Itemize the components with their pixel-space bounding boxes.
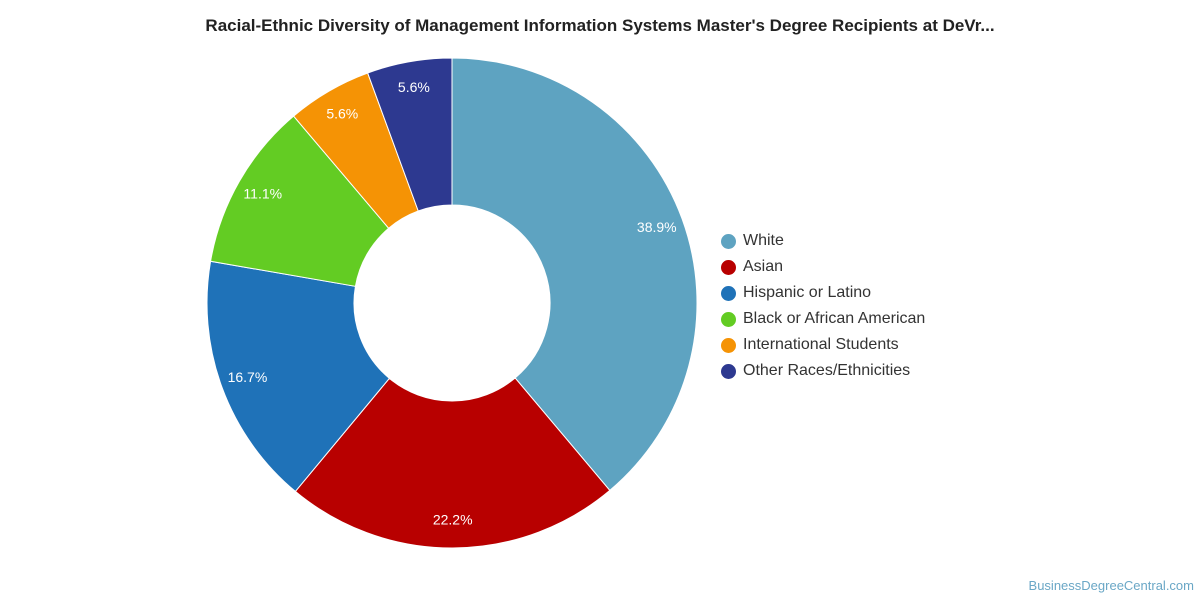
slice-black-or-african-american[interactable] — [209, 115, 390, 287]
chart-title: Racial-Ethnic Diversity of Management In… — [205, 16, 995, 35]
slice-value-label: 5.6% — [398, 79, 430, 95]
legend-label: Other Races/Ethnicities — [743, 362, 911, 379]
slice-value-label: 38.9% — [637, 219, 677, 235]
slice-hispanic-or-latino[interactable] — [206, 260, 391, 493]
legend-item[interactable]: Other Races/Ethnicities — [721, 358, 925, 384]
legend-label: White — [743, 232, 784, 249]
slice-labels-group: 38.9% 22.2% 16.7% 11.1% 5.6% 5.6% — [228, 79, 677, 528]
legend-swatch-icon — [721, 363, 736, 379]
legend-item[interactable]: Asian — [721, 254, 925, 280]
legend-item[interactable]: White — [721, 228, 925, 254]
legend-label: International Students — [743, 336, 899, 353]
source-credit[interactable]: BusinessDegreeCentral.com — [1028, 578, 1194, 593]
legend-swatch-icon — [721, 311, 736, 327]
legend-label: Hispanic or Latino — [743, 284, 872, 301]
slice-other-races-ethnicities[interactable] — [367, 57, 453, 212]
legend-item[interactable]: International Students — [721, 332, 925, 358]
legend-item[interactable]: Black or African American — [721, 306, 925, 332]
legend-label: Black or African American — [743, 310, 926, 327]
slice-white[interactable] — [451, 57, 698, 492]
slice-value-label: 11.1% — [243, 185, 282, 201]
slice-asian[interactable] — [294, 377, 611, 549]
legend-swatch-icon — [721, 233, 736, 249]
legend-item[interactable]: Hispanic or Latino — [721, 280, 925, 306]
slice-value-label: 16.7% — [228, 369, 268, 385]
legend: White Asian Hispanic or Latino Black or Afr… — [721, 228, 925, 384]
slices-group — [206, 57, 698, 549]
legend-swatch-icon — [721, 259, 736, 275]
slice-value-label: 22.2% — [433, 512, 473, 528]
legend-label: Asian — [743, 258, 784, 275]
legend-swatch-icon — [721, 285, 736, 301]
legend-swatch-icon — [721, 337, 736, 353]
slice-value-label: 5.6% — [326, 105, 358, 121]
